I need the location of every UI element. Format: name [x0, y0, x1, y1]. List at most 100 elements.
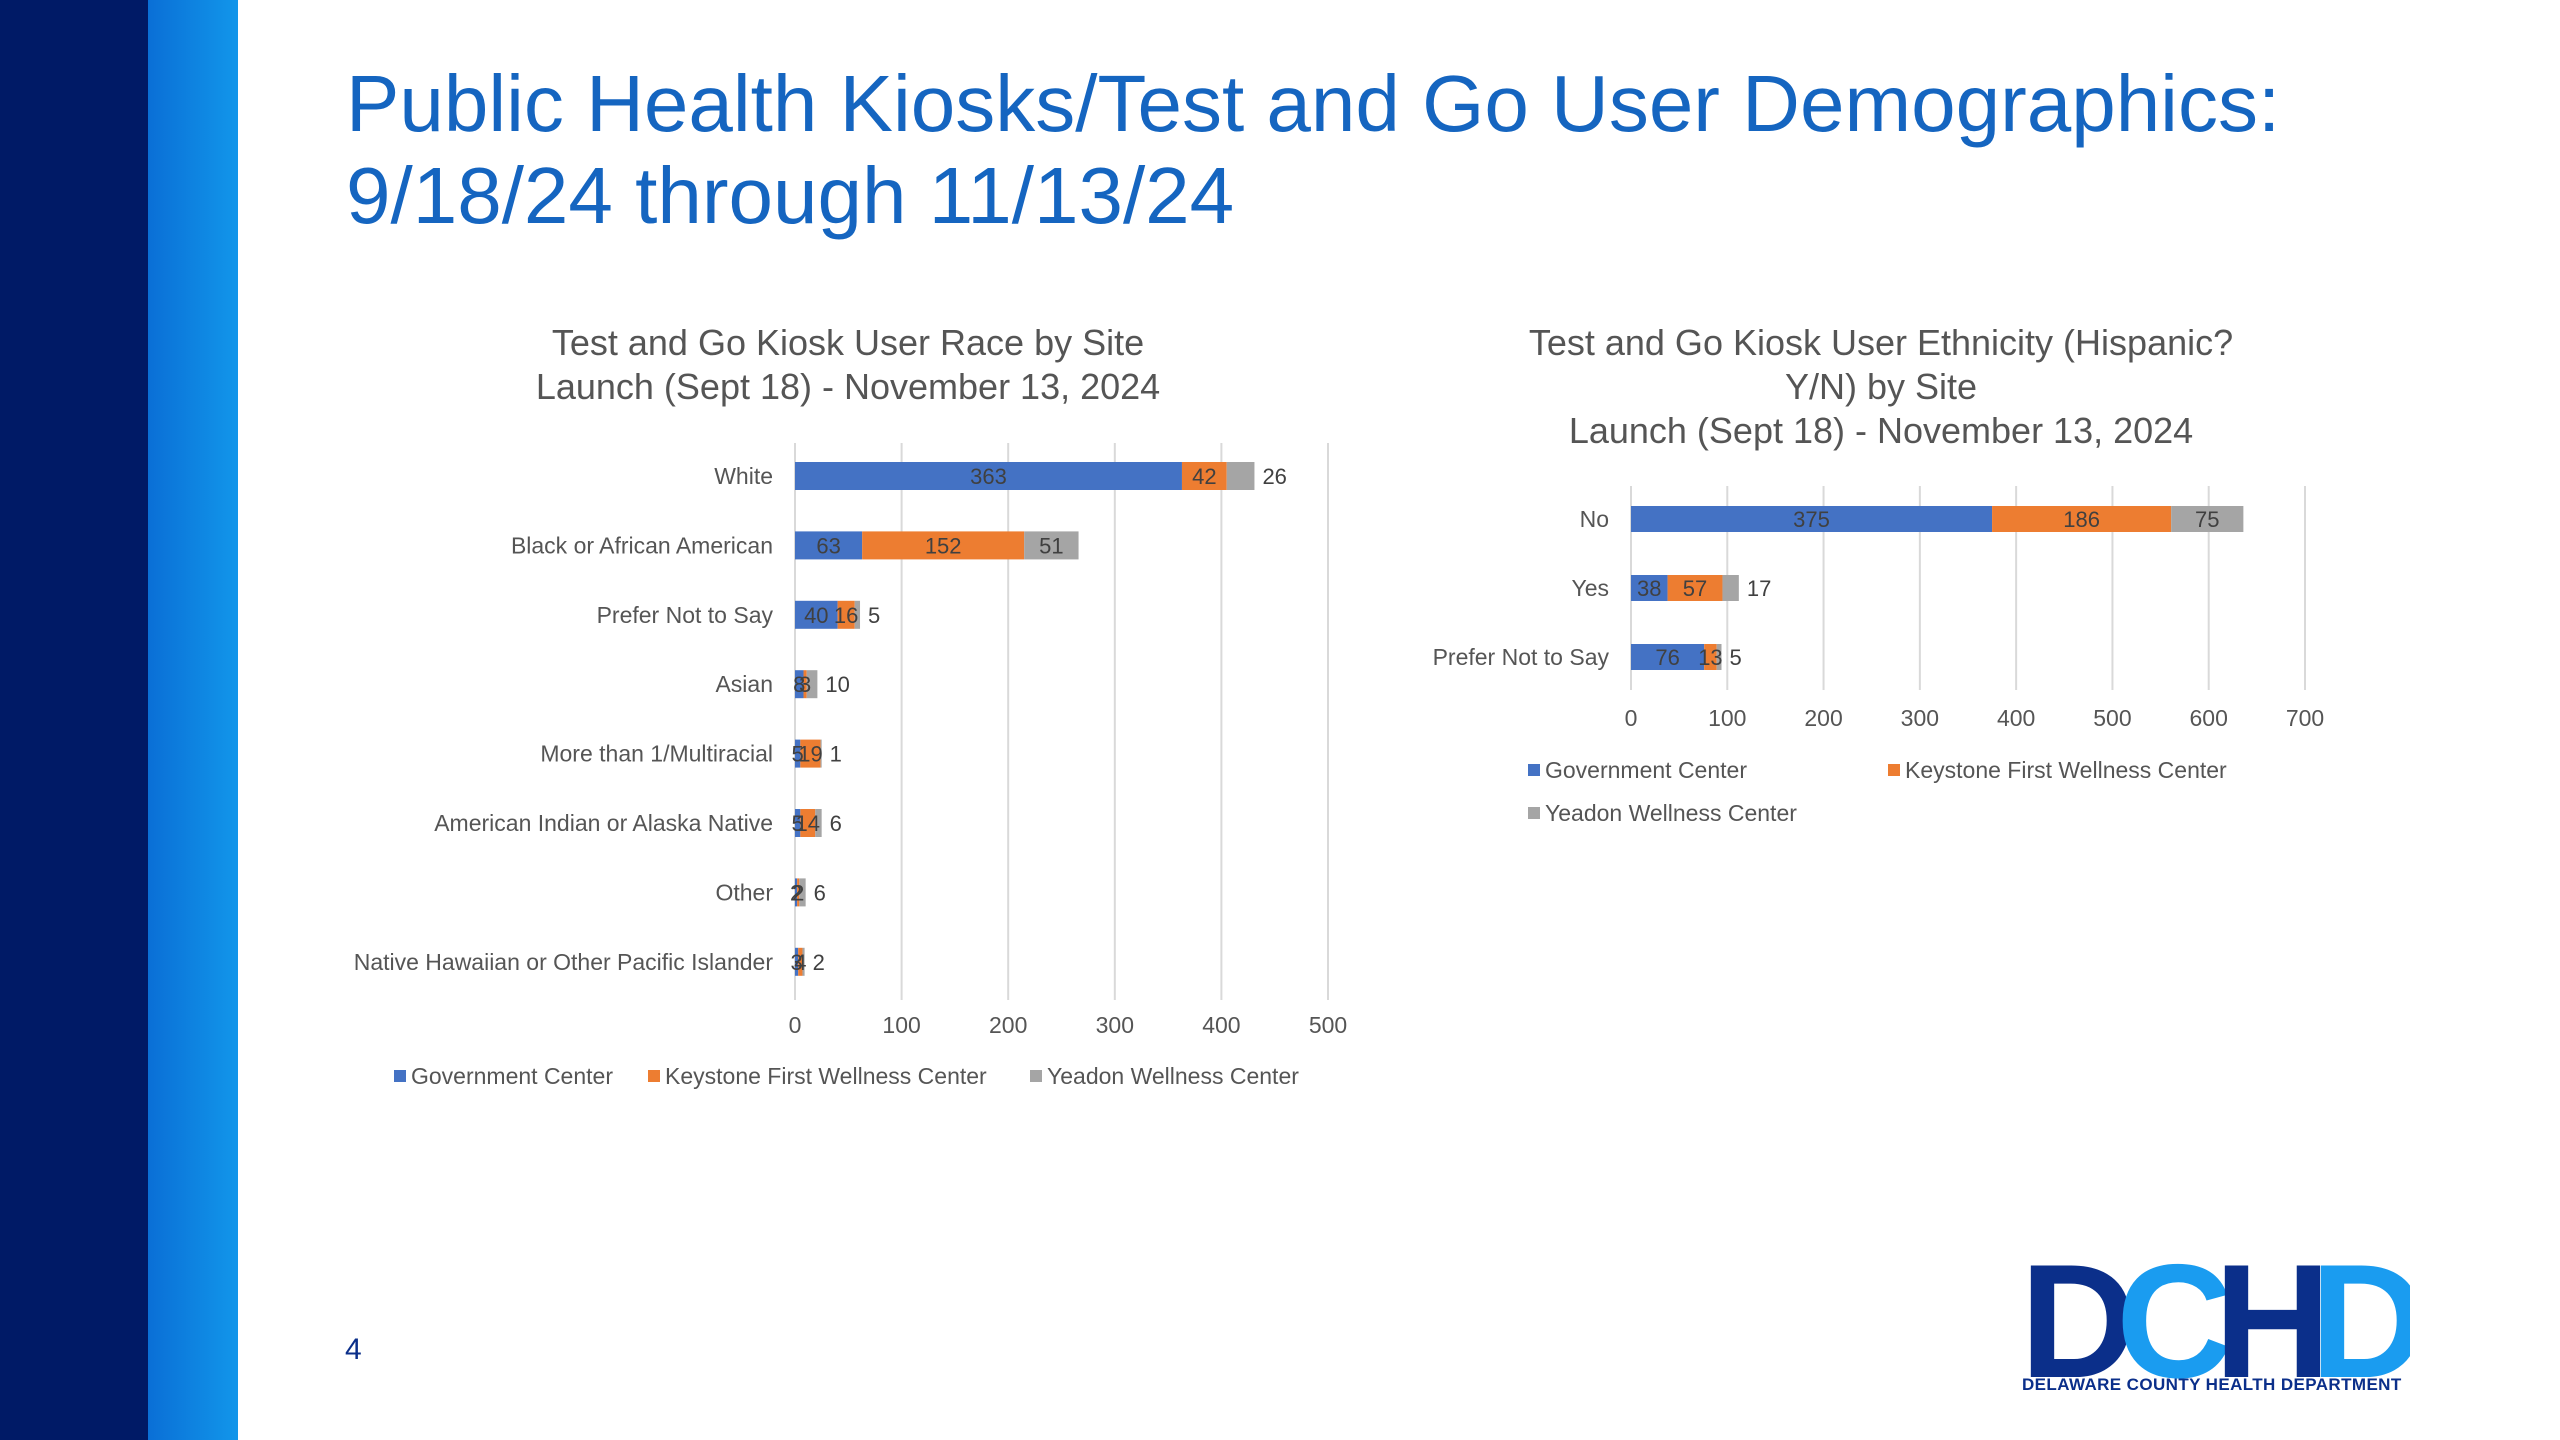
bar-asian-keystone-first-wellness-center	[803, 670, 807, 699]
category-label-native-hawaiian-or-other-pacific-islander: Native Hawaiian or Other Pacific Islande…	[354, 949, 774, 975]
legend-label-keystone-first-wellness-center: Keystone First Wellness Center	[665, 1063, 987, 1089]
bar-other-yeadon-wellness-center	[799, 878, 806, 907]
data-label-american-indian-or-alaska-native-keystone-first-wellness-center: 14	[796, 811, 820, 836]
x-tick-label-0: 0	[1625, 705, 1638, 731]
data-label-more-than-1-multiracial-yeadon-wellness-center: 1	[830, 742, 842, 767]
x-tick-label-300: 300	[1901, 705, 1939, 731]
data-label-american-indian-or-alaska-native-government-center: 5	[792, 811, 804, 836]
legend-label-yeadon-wellness-center: Yeadon Wellness Center	[1047, 1063, 1299, 1089]
bar-prefer-not-to-say-keystone-first-wellness-center	[1704, 644, 1717, 670]
legend-swatch-yeadon-wellness-center	[1030, 1070, 1042, 1082]
chart-title-line-2: Y/N) by Site	[1785, 366, 1977, 407]
bar-white-yeadon-wellness-center	[1226, 462, 1255, 490]
category-label-black-or-african-american: Black or African American	[511, 532, 773, 558]
legend-label-yeadon-wellness-center: Yeadon Wellness Center	[1545, 800, 1797, 826]
legend-swatch-yeadon-wellness-center	[1528, 807, 1540, 819]
bar-no-government-center	[1631, 506, 1993, 532]
category-label-american-indian-or-alaska-native: American Indian or Alaska Native	[434, 810, 773, 836]
data-label-white-keystone-first-wellness-center: 42	[1192, 464, 1216, 489]
bar-black-or-african-american-government-center	[795, 531, 863, 560]
x-tick-label-600: 600	[2190, 705, 2228, 731]
logo-subtitle: DELAWARE COUNTY HEALTH DEPARTMENT	[2022, 1375, 2402, 1394]
legend-label-government-center: Government Center	[411, 1063, 613, 1089]
bar-native-hawaiian-or-other-pacific-islander-yeadon-wellness-center	[802, 947, 805, 976]
bar-native-hawaiian-or-other-pacific-islander-keystone-first-wellness-center	[798, 947, 803, 976]
category-label-more-than-1-multiracial: More than 1/Multiracial	[540, 741, 773, 767]
data-label-other-government-center: 2	[790, 880, 802, 905]
bar-no-yeadon-wellness-center	[2171, 506, 2244, 532]
data-label-white-yeadon-wellness-center: 26	[1262, 464, 1286, 489]
x-tick-label-400: 400	[1997, 705, 2035, 731]
data-label-no-yeadon-wellness-center: 75	[2195, 507, 2219, 532]
data-label-prefer-not-to-say-keystone-first-wellness-center: 16	[834, 603, 858, 628]
x-tick-label-0: 0	[789, 1012, 802, 1038]
bar-native-hawaiian-or-other-pacific-islander-government-center	[795, 947, 799, 976]
data-label-american-indian-or-alaska-native-yeadon-wellness-center: 6	[830, 811, 842, 836]
category-label-prefer-not-to-say: Prefer Not to Say	[597, 602, 774, 628]
data-label-other-keystone-first-wellness-center: 2	[792, 880, 804, 905]
bar-white-government-center	[795, 462, 1182, 490]
data-label-more-than-1-multiracial-government-center: 5	[792, 742, 804, 767]
x-tick-label-100: 100	[882, 1012, 920, 1038]
data-label-asian-yeadon-wellness-center: 10	[825, 672, 849, 697]
legend-swatch-government-center	[1528, 764, 1540, 776]
category-label-white: White	[714, 463, 773, 489]
data-label-prefer-not-to-say-yeadon-wellness-center: 5	[1730, 645, 1742, 670]
data-label-yes-government-center: 38	[1637, 576, 1661, 601]
chart-title-line-1: Test and Go Kiosk User Ethnicity (Hispan…	[1529, 322, 2233, 363]
data-label-black-or-african-american-government-center: 63	[816, 533, 840, 558]
bar-black-or-african-american-keystone-first-wellness-center	[862, 531, 1025, 560]
bar-prefer-not-to-say-keystone-first-wellness-center	[837, 600, 855, 629]
data-label-yes-keystone-first-wellness-center: 57	[1683, 576, 1707, 601]
chart-title-line-2: Launch (Sept 18) - November 13, 2024	[536, 366, 1160, 407]
bar-american-indian-or-alaska-native-government-center	[795, 809, 801, 837]
data-label-native-hawaiian-or-other-pacific-islander-government-center: 3	[790, 950, 802, 975]
left-accent-bar-dark	[0, 0, 148, 1440]
slide-title: Public Health Kiosks/Test and Go User De…	[346, 58, 2496, 242]
page-number: 4	[345, 1333, 362, 1366]
legend-swatch-keystone-first-wellness-center	[648, 1070, 660, 1082]
legend-swatch-government-center	[394, 1070, 406, 1082]
category-label-yes: Yes	[1571, 575, 1609, 601]
data-label-native-hawaiian-or-other-pacific-islander-keystone-first-wellness-center: 4	[794, 950, 806, 975]
bar-prefer-not-to-say-yeadon-wellness-center	[854, 600, 861, 629]
category-label-asian: Asian	[715, 671, 773, 697]
x-tick-label-500: 500	[2093, 705, 2131, 731]
data-label-yes-yeadon-wellness-center: 17	[1747, 576, 1771, 601]
bar-american-indian-or-alaska-native-yeadon-wellness-center	[815, 809, 822, 837]
data-label-white-government-center: 363	[970, 464, 1007, 489]
data-label-asian-keystone-first-wellness-center: 3	[799, 672, 811, 697]
category-label-prefer-not-to-say: Prefer Not to Say	[1433, 644, 1610, 670]
x-tick-label-400: 400	[1202, 1012, 1240, 1038]
data-label-prefer-not-to-say-government-center: 76	[1655, 645, 1679, 670]
bar-other-keystone-first-wellness-center	[797, 878, 800, 907]
chart-title-line-1: Test and Go Kiosk User Race by Site	[552, 322, 1144, 363]
bar-yes-keystone-first-wellness-center	[1667, 575, 1723, 601]
logo-letter-d1: D	[2020, 1245, 2137, 1405]
bar-other-government-center	[795, 878, 798, 907]
category-label-no: No	[1580, 506, 1609, 532]
left-accent-bar-blue	[148, 0, 238, 1440]
data-label-no-keystone-first-wellness-center: 186	[2063, 507, 2100, 532]
legend-swatch-keystone-first-wellness-center	[1888, 764, 1900, 776]
bar-white-keystone-first-wellness-center	[1181, 462, 1227, 490]
x-tick-label-700: 700	[2286, 705, 2324, 731]
bar-american-indian-or-alaska-native-keystone-first-wellness-center	[800, 809, 816, 837]
x-tick-label-200: 200	[1804, 705, 1842, 731]
data-label-prefer-not-to-say-keystone-first-wellness-center: 13	[1698, 645, 1722, 670]
legend-label-keystone-first-wellness-center: Keystone First Wellness Center	[1905, 757, 2227, 783]
bar-more-than-1-multiracial-yeadon-wellness-center	[820, 739, 822, 768]
dchd-logo: D C H D	[2020, 1245, 2410, 1405]
bar-asian-government-center	[795, 670, 804, 699]
logo-letter-c: C	[2116, 1245, 2233, 1405]
logo-letter-d2: D	[2310, 1245, 2410, 1405]
data-label-more-than-1-multiracial-keystone-first-wellness-center: 19	[798, 742, 822, 767]
x-tick-label-100: 100	[1708, 705, 1746, 731]
legend-label-government-center: Government Center	[1545, 757, 1747, 783]
bar-prefer-not-to-say-yeadon-wellness-center	[1716, 644, 1722, 670]
data-label-prefer-not-to-say-yeadon-wellness-center: 5	[868, 603, 880, 628]
data-label-other-yeadon-wellness-center: 6	[814, 880, 826, 905]
bar-no-keystone-first-wellness-center	[1992, 506, 2172, 532]
